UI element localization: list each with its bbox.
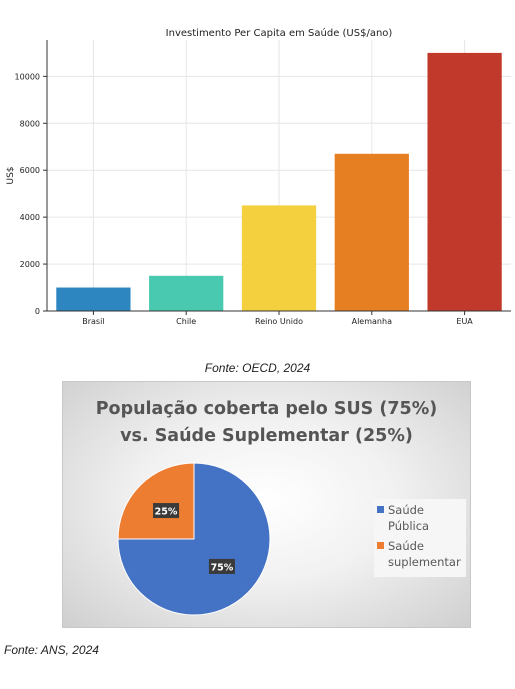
legend-label-line: Saúde xyxy=(388,539,425,553)
bar-chile xyxy=(149,275,224,311)
pie-data-label-saude-suplementar: 25% xyxy=(155,507,178,518)
bar-brasil xyxy=(56,287,131,311)
bar-reino-unido xyxy=(241,205,317,311)
pie-chart-panel: População coberta pelo SUS (75%) vs. Saú… xyxy=(62,381,471,628)
data-label-box xyxy=(208,558,235,574)
pie-chart-title: População coberta pelo SUS (75%) vs. Saú… xyxy=(63,396,470,450)
bar-eua xyxy=(427,52,502,312)
pie-slice-saude-publica xyxy=(117,462,271,616)
legend-swatch-saude-suplementar xyxy=(377,542,384,549)
x-tick-label: Alemanha xyxy=(352,317,392,326)
y-axis-label: US$ xyxy=(6,166,16,184)
bar-chart: Investimento Per Capita em Saúde (US$/an… xyxy=(6,27,511,326)
x-tick-label: EUA xyxy=(456,317,473,326)
legend-label-line: Pública xyxy=(388,519,430,533)
y-tick-label: 8000 xyxy=(20,119,40,128)
pie-title-line-1: População coberta pelo SUS (75%) xyxy=(95,399,438,419)
legend-item-saude-publica: Saúde Pública xyxy=(374,502,466,534)
pie-data-label-saude-publica: 75% xyxy=(211,562,234,573)
legend-swatch-saude-publica xyxy=(377,506,384,513)
x-tick-label: Brasil xyxy=(82,317,104,326)
y-tick-label: 4000 xyxy=(20,213,40,222)
pie-title-line-2: vs. Saúde Suplementar (25%) xyxy=(120,426,413,446)
y-tick-label: 6000 xyxy=(20,166,40,175)
legend-label-line: suplementar xyxy=(388,555,461,569)
x-tick-label: Reino Unido xyxy=(255,317,303,326)
pie-chart: 75% 25% xyxy=(117,462,271,616)
y-tick-label: 10000 xyxy=(15,72,40,81)
data-label-box xyxy=(153,503,180,519)
legend-label-line: Saúde xyxy=(388,503,425,517)
bar-alemanha xyxy=(334,153,409,311)
pie-slice-saude-suplementar xyxy=(117,462,195,540)
source-caption-oecd: Fonte: OECD, 2024 xyxy=(204,361,311,375)
x-tick-label: Chile xyxy=(176,317,196,326)
y-tick-label: 2000 xyxy=(20,260,40,269)
pie-legend: Saúde Pública Saúde suplementar xyxy=(374,499,466,577)
legend-item-saude-suplementar: Saúde suplementar xyxy=(374,538,466,570)
y-tick-label: 0 xyxy=(35,307,40,316)
bar-chart-title: Investimento Per Capita em Saúde (US$/an… xyxy=(166,27,393,39)
source-caption-ans: Fonte: ANS, 2024 xyxy=(4,643,99,657)
